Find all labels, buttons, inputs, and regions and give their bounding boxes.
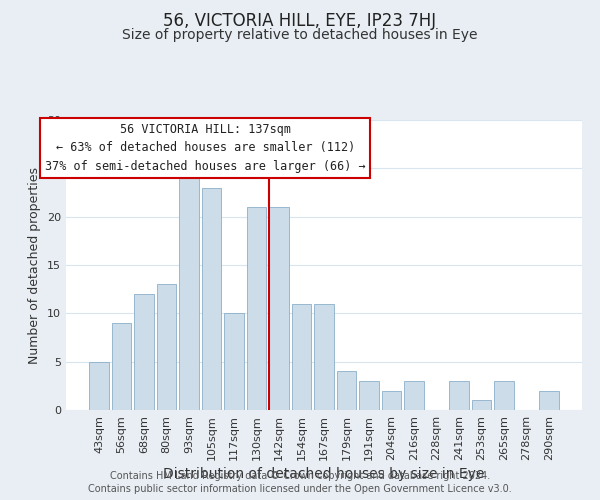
Bar — [202, 188, 221, 410]
Bar — [112, 323, 131, 410]
Y-axis label: Number of detached properties: Number of detached properties — [28, 166, 41, 364]
Bar — [224, 314, 244, 410]
Bar — [494, 381, 514, 410]
Text: 56 VICTORIA HILL: 137sqm
← 63% of detached houses are smaller (112)
37% of semi-: 56 VICTORIA HILL: 137sqm ← 63% of detach… — [45, 123, 365, 173]
Bar — [472, 400, 491, 410]
Bar — [382, 390, 401, 410]
Bar — [157, 284, 176, 410]
Bar — [539, 390, 559, 410]
X-axis label: Distribution of detached houses by size in Eye: Distribution of detached houses by size … — [163, 467, 485, 481]
Bar — [89, 362, 109, 410]
Bar — [292, 304, 311, 410]
Bar — [449, 381, 469, 410]
Text: 56, VICTORIA HILL, EYE, IP23 7HJ: 56, VICTORIA HILL, EYE, IP23 7HJ — [163, 12, 437, 30]
Bar — [404, 381, 424, 410]
Bar — [134, 294, 154, 410]
Bar — [337, 372, 356, 410]
Text: Size of property relative to detached houses in Eye: Size of property relative to detached ho… — [122, 28, 478, 42]
Bar — [247, 207, 266, 410]
Text: Contains public sector information licensed under the Open Government Licence v3: Contains public sector information licen… — [88, 484, 512, 494]
Bar — [359, 381, 379, 410]
Bar — [314, 304, 334, 410]
Text: Contains HM Land Registry data © Crown copyright and database right 2024.: Contains HM Land Registry data © Crown c… — [110, 471, 490, 481]
Bar — [269, 207, 289, 410]
Bar — [179, 178, 199, 410]
